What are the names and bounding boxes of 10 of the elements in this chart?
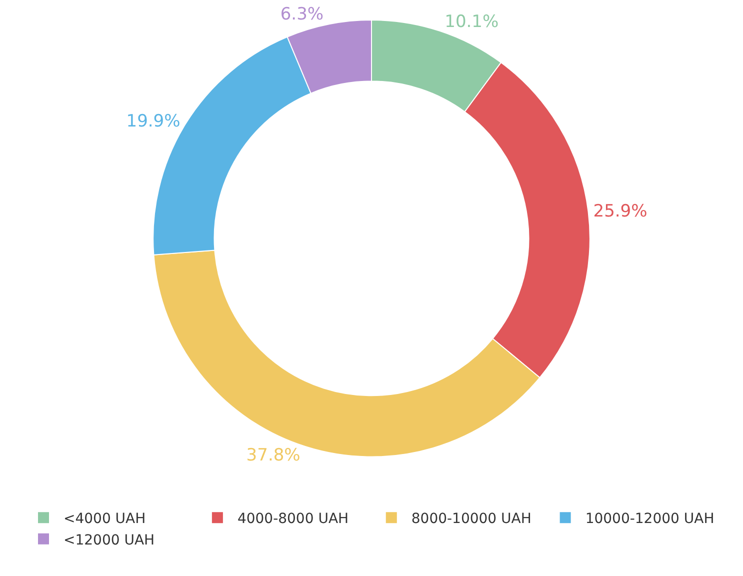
legend-label: 8000-10000 UAH [411, 511, 532, 528]
data-label: 37.8% [246, 446, 300, 466]
legend-label: <4000 UAH [64, 511, 146, 528]
data-label: 25.9% [593, 202, 648, 222]
legend-label: 4000-8000 UAH [237, 511, 349, 528]
data-label: 6.3% [280, 4, 324, 25]
legend-label: 10000-12000 UAH [585, 511, 714, 528]
legend-label: <12000 UAH [64, 532, 155, 548]
data-label: 10.1% [444, 12, 499, 32]
data-label: 19.9% [126, 112, 180, 132]
